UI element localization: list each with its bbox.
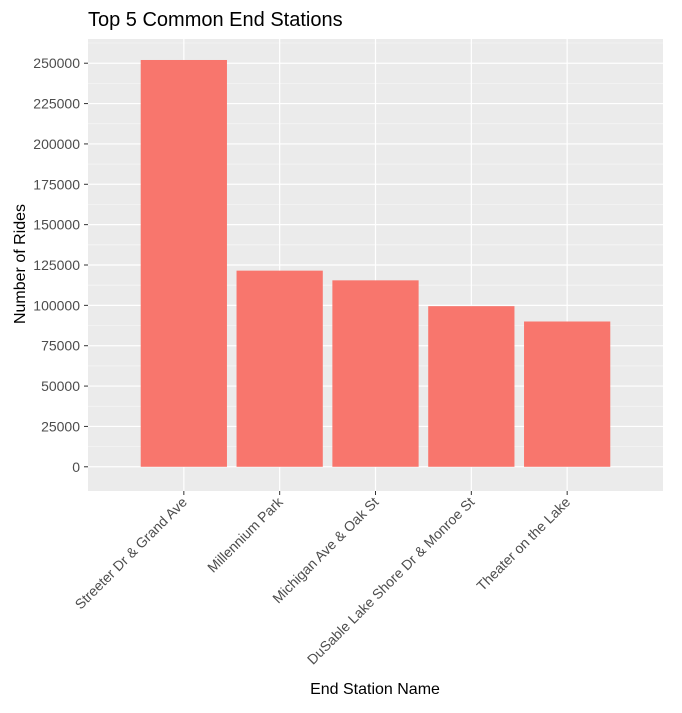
x-axis-title: End Station Name [310,681,440,698]
y-tick-label: 125000 [33,257,80,273]
y-tick-label: 25000 [41,418,80,434]
y-axis: 0 25000 50000 75000 100000 125000 150000 175000… [33,55,88,475]
y-tick-label: 175000 [33,176,80,192]
y-tick-label: 0 [72,459,80,475]
x-tick-label: Millennium Park [204,493,286,575]
x-tick-label: Streeter Dr & Grand Ave [72,494,191,613]
y-tick-label: 75000 [41,338,80,354]
x-tick-label: DuSable Lake Shore Dr & Monroe St [304,494,478,668]
bars [140,59,611,467]
x-tick-label: Michigan Ave & Oak St [269,494,381,606]
chart-title: Top 5 Common End Stations [88,9,343,31]
y-tick-label: 150000 [33,217,80,233]
y-tick-label: 100000 [33,297,80,313]
y-tick-label: 250000 [33,55,80,71]
bar [140,59,227,467]
bar [236,270,323,467]
y-tick-label: 225000 [33,96,80,112]
bar [524,321,611,467]
bar [428,306,515,467]
y-tick-label: 200000 [33,136,80,152]
y-tick-label: 50000 [41,378,80,394]
x-axis: Streeter Dr & Grand Ave Millennium ParkMi… [72,491,573,668]
y-axis-title: Number of Rides [12,204,29,324]
x-tick-label: Theater on the Lake [473,494,573,594]
bar [332,280,419,467]
